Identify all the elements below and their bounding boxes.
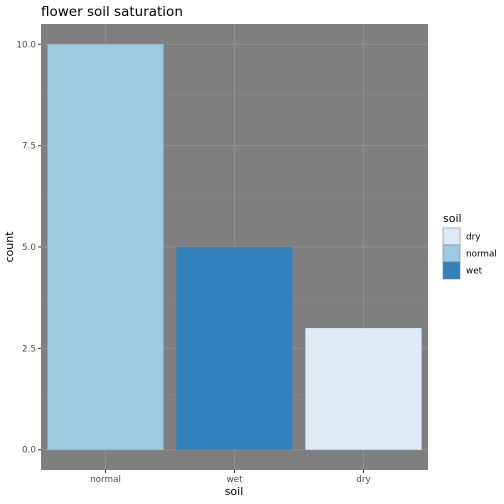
y-tick-label: 0.0 [22, 446, 36, 456]
y-axis: 0.0 2.5 5.0 7.5 10.0 [16, 40, 41, 456]
legend-label-dry: dry [466, 233, 480, 243]
legend-label-wet: wet [466, 267, 483, 277]
bar-normal [47, 44, 164, 450]
y-axis-title: count [3, 231, 16, 263]
y-tick-label: 7.5 [22, 142, 36, 152]
legend-key-wet [442, 261, 461, 280]
bar-wet [176, 247, 293, 450]
x-axis-title: soil [225, 485, 244, 498]
legend-key-dry [442, 227, 461, 246]
legend-label-normal: normal [466, 250, 497, 260]
x-axis: normal wet dry [90, 470, 371, 485]
x-tick-label: wet [226, 475, 243, 485]
y-tick-label: 5.0 [22, 243, 36, 253]
bars [47, 44, 422, 450]
legend-title: soil [443, 212, 462, 225]
chart-title: flower soil saturation [41, 4, 183, 20]
x-tick-label: normal [90, 475, 121, 485]
y-tick-label: 10.0 [16, 40, 36, 50]
bar-dry [305, 328, 422, 450]
x-tick-label: dry [356, 475, 370, 485]
legend-key-normal [442, 244, 461, 263]
legend: soil dry normal wet [442, 212, 497, 280]
y-tick-label: 2.5 [22, 344, 36, 354]
